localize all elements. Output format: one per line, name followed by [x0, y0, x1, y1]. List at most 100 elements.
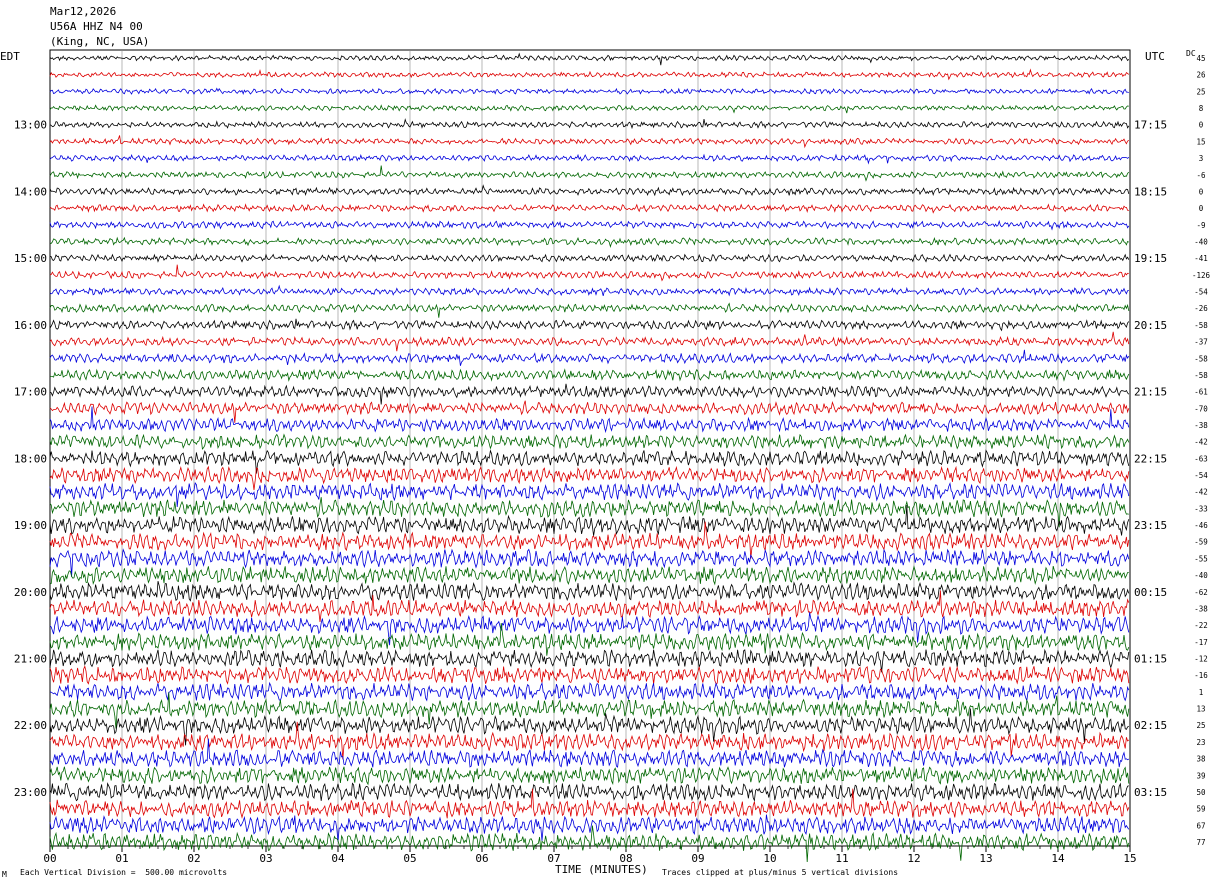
right-timezone-label: UTC	[1145, 50, 1165, 63]
x-tick-label: 14	[1051, 852, 1065, 865]
trace-line	[49, 203, 1129, 214]
trace-line	[49, 284, 1129, 297]
trace-line	[49, 118, 1130, 130]
dc-label: DC	[1186, 49, 1196, 58]
trace-line	[49, 236, 1130, 249]
dc-offset-label: -63	[1194, 454, 1208, 463]
dc-offset-label: -6	[1196, 171, 1206, 180]
trace-line	[49, 504, 1130, 536]
trace-line	[49, 465, 1130, 491]
left-time-label: 19:00	[14, 519, 47, 532]
trace-line	[49, 692, 1130, 729]
dc-offset-label: -54	[1194, 471, 1208, 480]
trace-line	[49, 68, 1130, 81]
header-date: Mar12,2026	[50, 5, 117, 18]
dc-offset-label: -54	[1194, 288, 1208, 297]
dc-offset-label: -70	[1194, 404, 1208, 413]
left-time-label: 21:00	[14, 653, 47, 666]
dc-offset-label: 0	[1199, 187, 1204, 196]
right-time-label: 18:15	[1134, 185, 1167, 198]
dc-offset-label: -59	[1194, 538, 1208, 547]
left-time-label: 18:00	[14, 452, 47, 465]
trace-line	[49, 825, 1130, 863]
header-station: U56A HHZ N4 00	[50, 20, 143, 33]
trace-line	[49, 165, 1130, 182]
trace-line	[49, 400, 1130, 423]
dc-offset-label: 39	[1196, 771, 1205, 780]
scale-note: Each Vertical Division = 500.00 microvol…	[20, 868, 228, 877]
x-tick-label: 10	[763, 852, 776, 865]
trace-line	[49, 302, 1130, 318]
dc-offset-label: 50	[1196, 788, 1206, 797]
x-tick-label: 06	[475, 852, 488, 865]
trace-line	[49, 253, 1130, 263]
trace-line	[49, 406, 1130, 434]
right-time-label: 17:15	[1134, 119, 1167, 132]
left-time-label: 15:00	[14, 252, 47, 265]
right-time-label: 20:15	[1134, 319, 1167, 332]
trace-line	[49, 497, 1129, 528]
trace-line	[49, 349, 1130, 366]
dc-offset-label: 67	[1196, 821, 1205, 830]
dc-offset-label: 0	[1199, 204, 1204, 213]
x-tick-label: 15	[1123, 852, 1136, 865]
x-tick-label: 00	[43, 852, 56, 865]
trace-line	[49, 52, 1130, 66]
trace-line	[49, 135, 1130, 149]
dc-offset-label: -17	[1194, 638, 1208, 647]
trace-line	[49, 153, 1130, 165]
trace-line	[49, 548, 1130, 577]
dc-offset-label: 26	[1196, 71, 1206, 80]
dc-offset-label: -41	[1194, 254, 1208, 263]
right-time-label: 03:15	[1134, 786, 1167, 799]
x-tick-label: 09	[691, 852, 704, 865]
x-tick-label: 04	[331, 852, 345, 865]
dc-offset-label: -38	[1194, 421, 1208, 430]
dc-offset-label: 25	[1196, 87, 1205, 96]
right-time-label: 21:15	[1134, 386, 1167, 399]
trace-line	[49, 449, 1130, 474]
trace-line	[49, 681, 1130, 702]
trace-line	[49, 521, 1130, 559]
trace-line	[49, 590, 1130, 622]
dc-offset-label: 13	[1196, 705, 1205, 714]
dc-offset-label: -58	[1194, 371, 1208, 380]
dc-offset-label: -12	[1194, 655, 1208, 664]
trace-line	[49, 708, 1130, 746]
corner-mark: M	[2, 870, 7, 879]
left-time-label: 16:00	[14, 319, 47, 332]
trace-line	[49, 481, 1130, 508]
dc-offset-label: -38	[1194, 604, 1208, 613]
dc-offset-label: -16	[1194, 671, 1208, 680]
x-tick-label: 13	[979, 852, 992, 865]
trace-line	[49, 738, 1130, 768]
dc-offset-label: 0	[1199, 121, 1204, 130]
dc-offset-label: -42	[1194, 438, 1208, 447]
trace-line	[49, 565, 1129, 586]
dc-offset-label: 8	[1199, 104, 1204, 113]
dc-offset-label: 15	[1196, 137, 1205, 146]
dc-offset-label: -46	[1194, 521, 1208, 530]
trace-line	[49, 433, 1130, 450]
right-time-label: 22:15	[1134, 452, 1167, 465]
x-tick-label: 12	[907, 852, 920, 865]
left-time-label: 20:00	[14, 586, 47, 599]
trace-line	[49, 665, 1130, 685]
trace-line	[49, 383, 1130, 405]
right-time-label: 02:15	[1134, 719, 1167, 732]
dc-offset-label: 25	[1196, 721, 1205, 730]
x-tick-label: 07	[547, 852, 560, 865]
dc-offset-label: -37	[1194, 338, 1208, 347]
left-time-label: 22:00	[14, 719, 47, 732]
trace-line	[49, 814, 1130, 842]
dc-offset-label: -62	[1194, 588, 1208, 597]
x-tick-label: 01	[115, 852, 128, 865]
dc-offset-label: 38	[1196, 755, 1206, 764]
dc-offset-label: 45	[1196, 54, 1205, 63]
x-tick-label: 03	[259, 852, 272, 865]
trace-line	[49, 318, 1130, 332]
dc-offset-label: -42	[1194, 488, 1208, 497]
x-tick-label: 08	[619, 852, 632, 865]
trace-line	[49, 104, 1129, 114]
x-tick-label: 02	[187, 852, 200, 865]
